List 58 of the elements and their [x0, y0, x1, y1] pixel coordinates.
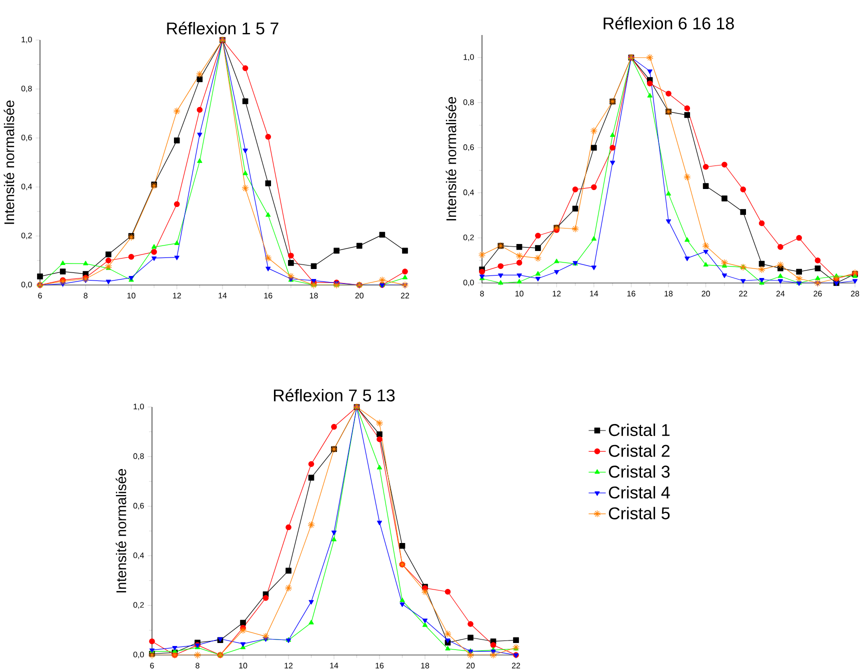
y-tick-label: 1,0	[464, 54, 474, 61]
y-tick-label: 0,4	[133, 552, 144, 560]
x-tick-label: 28	[850, 290, 860, 296]
x-tick-label: 16	[376, 662, 384, 668]
x-tick-label: 12	[552, 290, 561, 296]
x-tick-label: 10	[239, 662, 248, 668]
y-tick-label: 0,6	[21, 134, 32, 142]
y-tick-label: 0,0	[21, 282, 32, 288]
y-tick-label: 0,8	[21, 86, 32, 92]
x-tick-label: 22	[400, 292, 410, 298]
y-tick-label: 0,2	[133, 602, 144, 609]
y-tick-label: 0,8	[133, 453, 144, 460]
x-tick-label: 6	[38, 292, 42, 298]
chart-title: Réflexion 7 5 13	[274, 388, 395, 402]
x-tick-label: 8	[84, 292, 88, 298]
legend-label: Cristal 1	[608, 424, 670, 436]
x-tick-label: 24	[776, 290, 785, 296]
x-tick-label: 20	[355, 292, 364, 298]
y-tick-label: 0,0	[133, 652, 144, 658]
y-axis-title: Intensité normalisée	[446, 97, 456, 220]
x-tick-label: 14	[218, 292, 227, 298]
y-tick-label: 0,4	[21, 184, 32, 190]
y-tick-label: 0,0	[463, 280, 474, 286]
x-tick-label: 12	[284, 662, 293, 668]
x-tick-label: 16	[627, 290, 636, 296]
legend-label: Cristal 3	[608, 465, 670, 478]
x-tick-label: 18	[421, 662, 430, 668]
y-axis-title: Intensité normalisée	[4, 100, 14, 224]
x-tick-label: 20	[702, 290, 710, 296]
y-tick-label: 1,0	[134, 404, 144, 410]
x-tick-label: 12	[173, 292, 181, 298]
y-tick-label: 0,8	[463, 99, 474, 106]
y-tick-label: 1,0	[22, 36, 32, 44]
x-tick-label: 8	[196, 662, 200, 668]
x-tick-label: 20	[466, 662, 475, 668]
legend-label: Cristal 4	[608, 486, 670, 499]
x-tick-label: 10	[515, 290, 524, 296]
y-tick-label: 0,6	[133, 502, 144, 510]
y-tick-label: 0,6	[463, 144, 474, 152]
x-tick-label: 22	[512, 662, 520, 668]
x-tick-label: 18	[310, 292, 318, 298]
y-tick-label: 0,2	[21, 232, 32, 240]
y-tick-label: 0,2	[463, 234, 474, 242]
legend-label: Cristal 5	[608, 506, 670, 520]
legend-label: Cristal 2	[608, 444, 670, 457]
chart-title: Réflexion 6 16 18	[604, 16, 734, 30]
x-tick-label: 22	[739, 290, 748, 296]
x-tick-label: 14	[330, 662, 338, 668]
x-tick-label: 8	[480, 290, 484, 296]
x-tick-label: 26	[814, 290, 822, 296]
x-tick-label: 10	[127, 292, 136, 298]
y-axis-title: Intensité normalisée	[116, 469, 126, 592]
y-tick-label: 0,4	[463, 190, 474, 196]
x-tick-label: 14	[590, 290, 598, 296]
x-tick-label: 18	[664, 290, 673, 296]
x-tick-label: 6	[150, 662, 154, 668]
x-tick-label: 16	[264, 292, 272, 298]
chart-title: Réflexion 1 5 7	[167, 22, 278, 34]
